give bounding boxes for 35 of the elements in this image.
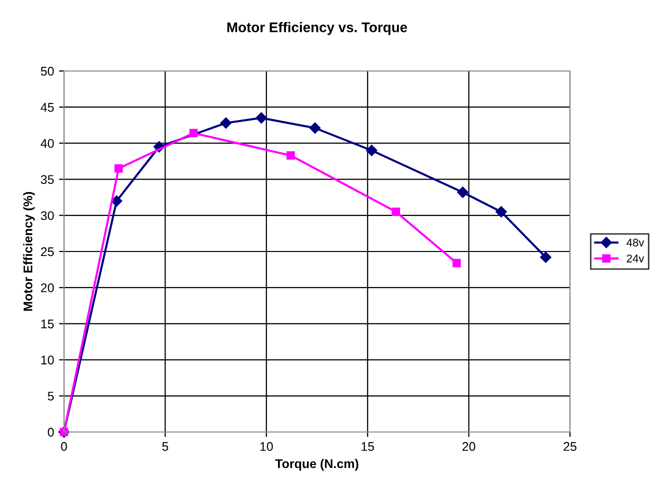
- x-axis-title: Torque (N.cm): [275, 458, 358, 471]
- point: [457, 186, 468, 198]
- point: [220, 117, 232, 129]
- x-tick-label: 20: [462, 442, 476, 451]
- x-tick-label: 25: [564, 442, 576, 451]
- y-tick-label: 35: [40, 175, 54, 184]
- y-tick-label: 0: [48, 428, 54, 437]
- y-tick-label: 20: [41, 283, 54, 292]
- point: [309, 122, 321, 134]
- point: [286, 151, 295, 160]
- y-tick-label: 25: [41, 247, 54, 256]
- y-tick-label: 30: [40, 211, 54, 220]
- point: [189, 128, 198, 138]
- point: [256, 112, 267, 124]
- x-tick-label: 0: [61, 442, 67, 451]
- y-tick-label: 5: [48, 392, 54, 401]
- y-tick-label: 10: [41, 356, 54, 364]
- legend-label: 24v: [626, 254, 644, 262]
- y-axis-title: Motor Efficiency (%): [23, 192, 35, 311]
- point: [114, 164, 123, 173]
- point: [366, 144, 378, 156]
- chart-title: Motor Efficiency vs. Torque: [227, 22, 408, 35]
- y-tick-label: 40: [40, 139, 54, 148]
- x-tick-label: 15: [362, 442, 374, 451]
- point: [111, 195, 122, 207]
- legend-label: 48v: [626, 238, 644, 247]
- x-tick-label: 5: [162, 442, 168, 451]
- y-tick-label: 45: [40, 103, 54, 112]
- point: [496, 206, 507, 218]
- point: [540, 252, 552, 263]
- point: [452, 258, 461, 268]
- point: [392, 208, 400, 216]
- y-tick-label: 15: [41, 320, 54, 328]
- y-tick-label: 50: [40, 66, 54, 76]
- x-tick-label: 10: [260, 442, 273, 451]
